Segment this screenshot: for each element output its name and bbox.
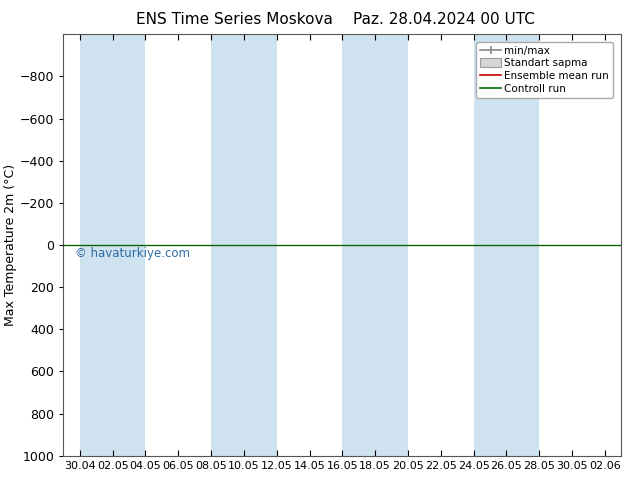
Bar <box>375 34 408 456</box>
Bar <box>507 34 540 456</box>
Bar <box>342 34 375 456</box>
Bar <box>80 34 113 456</box>
Text: Paz. 28.04.2024 00 UTC: Paz. 28.04.2024 00 UTC <box>353 12 534 27</box>
Bar <box>113 34 145 456</box>
Bar <box>474 34 507 456</box>
Bar <box>211 34 244 456</box>
Legend: min/max, Standart sapma, Ensemble mean run, Controll run: min/max, Standart sapma, Ensemble mean r… <box>476 42 613 98</box>
Text: © havaturkiye.com: © havaturkiye.com <box>75 247 190 260</box>
Bar <box>244 34 276 456</box>
Y-axis label: Max Temperature 2m (°C): Max Temperature 2m (°C) <box>4 164 17 326</box>
Text: ENS Time Series Moskova: ENS Time Series Moskova <box>136 12 333 27</box>
